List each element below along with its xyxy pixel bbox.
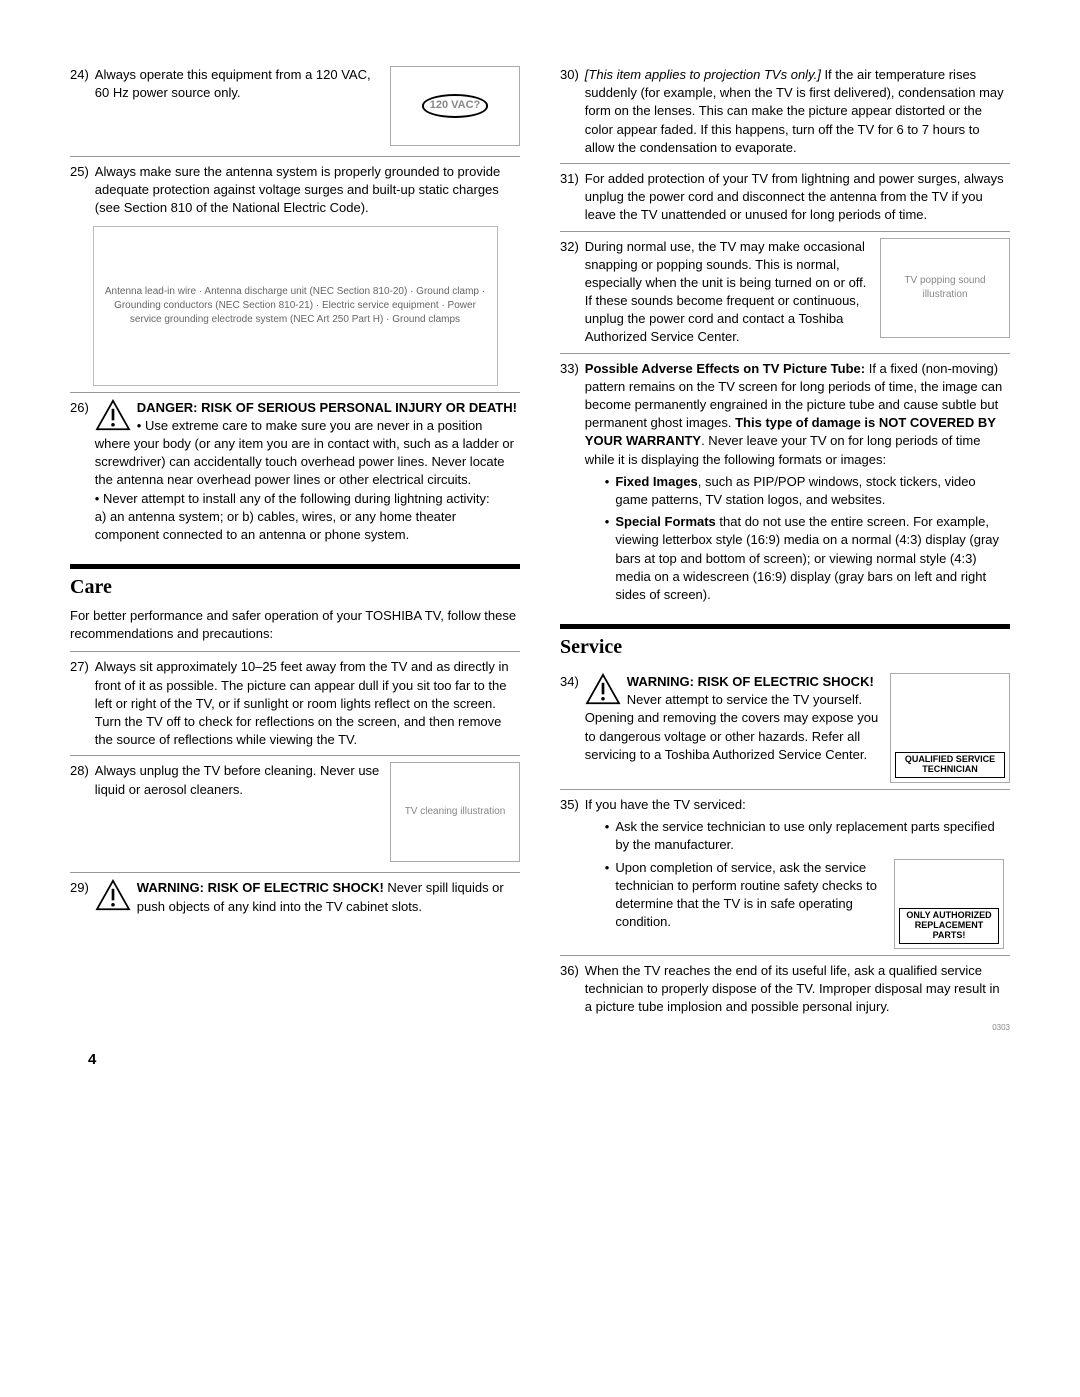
- item-number: 33): [560, 360, 579, 604]
- service-heading: Service: [560, 624, 1010, 661]
- qualified-service-badge: QUALIFIED SERVICE TECHNICIAN: [895, 752, 1005, 778]
- illustration-snapping-sounds: TV popping sound illustration: [880, 238, 1010, 338]
- item-text: WARNING: RISK OF ELECTRIC SHOCK! Never s…: [95, 879, 520, 915]
- item-text: Always make sure the antenna system is p…: [95, 163, 520, 218]
- list-item: 35) If you have the TV serviced: • Ask t…: [560, 789, 1010, 955]
- list-item: QUALIFIED SERVICE TECHNICIAN 34) WARNING…: [560, 667, 1010, 789]
- list-item: 36) When the TV reaches the end of its u…: [560, 955, 1010, 1023]
- item-text: If you have the TV serviced: • Ask the s…: [585, 796, 1010, 949]
- bullet-text: Upon completion of service, ask the serv…: [615, 860, 877, 930]
- lead-text: If you have the TV serviced:: [585, 797, 746, 812]
- item-number: 29): [70, 879, 89, 915]
- right-column: 30) [This item applies to projection TVs…: [560, 60, 1010, 1033]
- body-text: Never attempt to service the TV yourself…: [585, 692, 878, 762]
- bullet-icon: •: [605, 473, 610, 509]
- list-item: TV popping sound illustration 32) During…: [560, 231, 1010, 353]
- item-text: Always sit approximately 10–25 feet away…: [95, 658, 520, 749]
- item-text: [This item applies to projection TVs onl…: [585, 66, 1010, 157]
- item-text: Always operate this equipment from a 120…: [95, 66, 384, 102]
- adverse-title: Possible Adverse Effects on TV Picture T…: [585, 361, 865, 376]
- item-number: 26): [70, 399, 89, 545]
- bullet-text: Ask the service technician to use only r…: [615, 818, 1010, 854]
- voltage-bubble: 120 VAC?: [422, 94, 489, 117]
- illustration-replacement-parts: ONLY AUTHORIZED REPLACEMENT PARTS!: [894, 859, 1004, 949]
- list-item: 26) DANGER: RISK OF SERIOUS PERSONAL INJ…: [70, 392, 520, 551]
- sub-bullet: • Ask the service technician to use only…: [605, 818, 1010, 854]
- item-number: 27): [70, 658, 89, 749]
- paragraph: • Never attempt to install any of the fo…: [95, 490, 520, 508]
- illustration-tv-voltage: 120 VAC?: [390, 66, 520, 146]
- item-number: 36): [560, 962, 579, 1017]
- sub-bullet: • Fixed Images, such as PIP/POP windows,…: [605, 473, 1010, 509]
- item-text: Always unplug the TV before cleaning. Ne…: [95, 762, 384, 798]
- list-item: 31) For added protection of your TV from…: [560, 163, 1010, 231]
- bullet-title: Fixed Images: [615, 474, 697, 489]
- item-text: When the TV reaches the end of its usefu…: [585, 962, 1010, 1017]
- list-item: 30) [This item applies to projection TVs…: [560, 60, 1010, 163]
- bullet-title: Special Formats: [615, 514, 715, 529]
- item-text: For added protection of your TV from lig…: [585, 170, 1010, 225]
- two-column-layout: 120 VAC? 24) Always operate this equipme…: [70, 60, 1010, 1033]
- list-item: 25) Always make sure the antenna system …: [70, 156, 520, 392]
- left-column: 120 VAC? 24) Always operate this equipme…: [70, 60, 520, 1033]
- warning-triangle-icon: [585, 673, 621, 705]
- illustration-cleaning-tv: TV cleaning illustration: [390, 762, 520, 862]
- list-item: TV cleaning illustration 28) Always unpl…: [70, 755, 520, 872]
- item-number: 30): [560, 66, 579, 157]
- warning-title: WARNING: RISK OF ELECTRIC SHOCK!: [137, 880, 384, 895]
- bullet-icon: •: [605, 818, 610, 854]
- list-item: 33) Possible Adverse Effects on TV Pictu…: [560, 353, 1010, 610]
- care-intro: For better performance and safer operati…: [70, 607, 520, 643]
- item-number: 32): [560, 238, 579, 347]
- item-number: 28): [70, 762, 89, 798]
- care-heading: Care: [70, 564, 520, 601]
- item-text: DANGER: RISK OF SERIOUS PERSONAL INJURY …: [95, 399, 520, 545]
- item-text: Possible Adverse Effects on TV Picture T…: [585, 360, 1010, 604]
- bullet-icon: •: [605, 859, 610, 949]
- list-item: 27) Always sit approximately 10–25 feet …: [70, 651, 520, 755]
- sub-bullet: • Special Formats that do not use the en…: [605, 513, 1010, 604]
- item-number: 31): [560, 170, 579, 225]
- replacement-parts-badge: ONLY AUTHORIZED REPLACEMENT PARTS!: [899, 908, 999, 944]
- paragraph: a) an antenna system; or b) cables, wire…: [95, 508, 520, 544]
- warning-title: WARNING: RISK OF ELECTRIC SHOCK!: [627, 674, 874, 689]
- list-item: 29) WARNING: RISK OF ELECTRIC SHOCK! Nev…: [70, 872, 520, 921]
- danger-title: DANGER: RISK OF SERIOUS PERSONAL INJURY …: [137, 400, 517, 415]
- item-number: 24): [70, 66, 89, 102]
- item-number: 34): [560, 673, 579, 764]
- bullet-icon: •: [605, 513, 610, 604]
- item-number: 25): [70, 163, 89, 218]
- item-text: WARNING: RISK OF ELECTRIC SHOCK! Never a…: [585, 673, 884, 764]
- warning-triangle-icon: [95, 399, 131, 431]
- paragraph: • Use extreme care to make sure you are …: [95, 417, 520, 490]
- warning-triangle-icon: [95, 879, 131, 911]
- list-item: 120 VAC? 24) Always operate this equipme…: [70, 60, 520, 156]
- antenna-grounding-diagram: Antenna lead-in wire · Antenna discharge…: [93, 226, 498, 386]
- doc-stamp: 0303: [560, 1022, 1010, 1033]
- italic-lead: [This item applies to projection TVs onl…: [585, 67, 821, 82]
- sub-bullet: • ONLY AUTHORIZED REPLACEMENT PARTS! Upo…: [605, 859, 1010, 949]
- item-number: 35): [560, 796, 579, 949]
- page-number: 4: [70, 1049, 1010, 1070]
- item-text: During normal use, the TV may make occas…: [585, 238, 874, 347]
- illustration-service-tech: QUALIFIED SERVICE TECHNICIAN: [890, 673, 1010, 783]
